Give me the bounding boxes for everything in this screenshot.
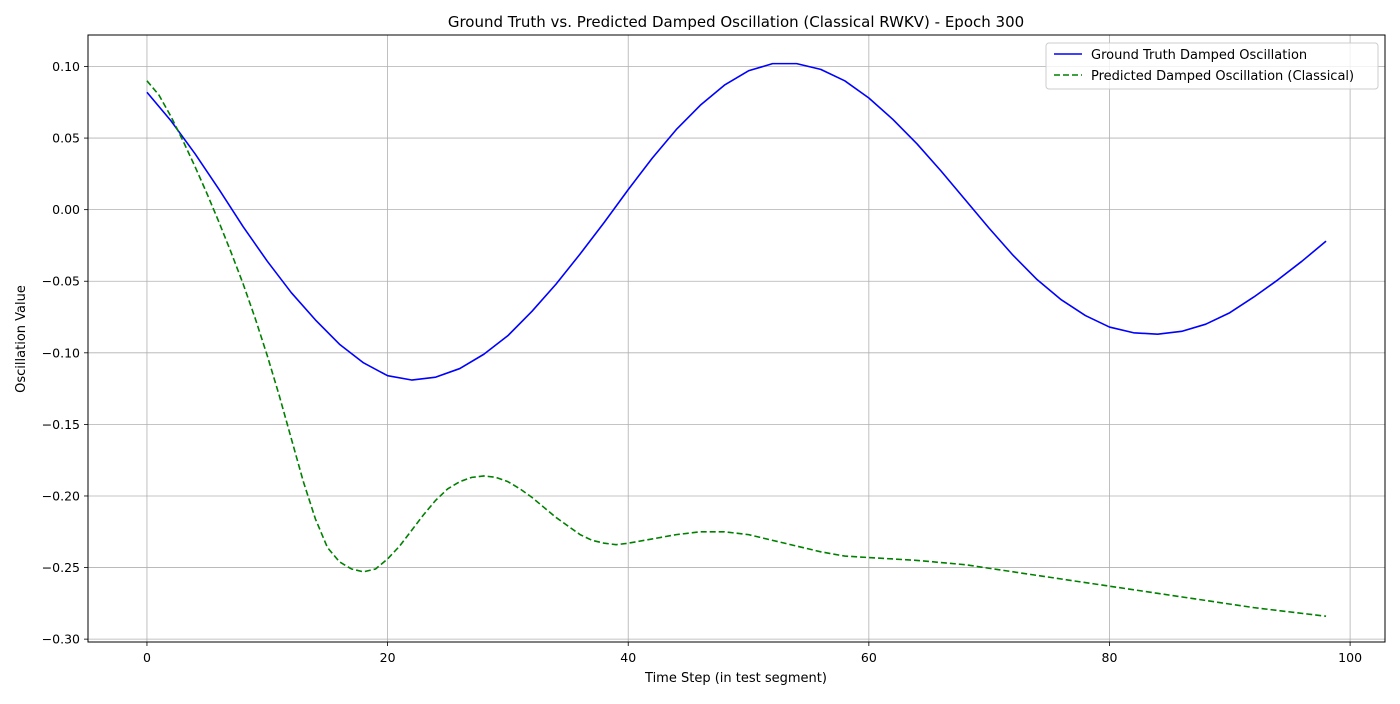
x-tick-label: 0 [143,650,151,665]
y-tick-label: −0.20 [42,488,80,503]
plot-area-background [88,35,1385,642]
y-tick-label: 0.05 [52,131,80,146]
series-line-ground-truth [146,62,1327,381]
y-tick-label: −0.25 [42,560,80,575]
legend-label-predicted: Predicted Damped Oscillation (Classical) [1091,69,1354,84]
y-axis-label: Oscillation Value [14,285,29,393]
series-layer [146,62,1327,618]
x-tick-label: 80 [1102,650,1118,665]
legend: Ground Truth Damped Oscillation Predicte… [1045,42,1379,90]
series-line-predicted [146,80,1327,618]
x-axis-label: Time Step (in test segment) [644,671,827,686]
x-tick-label: 20 [380,650,396,665]
y-tick-label: −0.30 [42,632,80,647]
x-axis: 0 20 40 60 80 100 [143,642,1362,665]
y-tick-label: −0.10 [42,345,80,360]
y-axis: 0.10 0.05 0.00 −0.05 −0.10 −0.15 −0.20 −0.25 −0.… [42,59,88,647]
x-tick-label: 60 [861,650,877,665]
legend-box [1045,42,1379,90]
grid [88,35,1385,642]
y-tick-label: 0.10 [52,59,80,74]
x-tick-label: 100 [1338,650,1362,665]
legend-label-ground-truth: Ground Truth Damped Oscillation [1091,48,1307,63]
plot-frame [87,34,1386,643]
y-tick-label: −0.15 [42,417,80,432]
y-tick-label: 0.00 [52,202,80,217]
y-tick-label: −0.05 [42,274,80,289]
x-tick-label: 40 [620,650,636,665]
chart-title: Ground Truth vs. Predicted Damped Oscill… [448,13,1024,31]
